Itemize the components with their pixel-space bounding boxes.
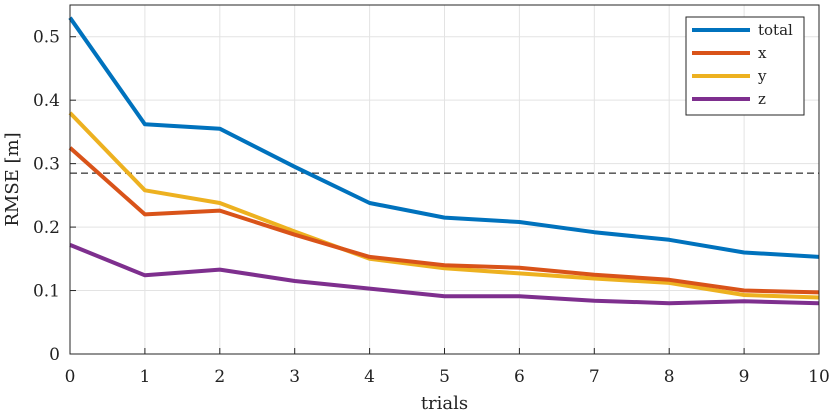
- legend: total xyz: [685, 16, 805, 116]
- series-line-y: [68, 111, 820, 300]
- x-tick-label: 7: [589, 367, 600, 387]
- series-layer: [68, 16, 820, 306]
- x-tick-label: 1: [139, 367, 150, 387]
- series-line-total: [68, 16, 820, 259]
- y-tick-label: 0.4: [33, 91, 60, 111]
- x-axis-label: trials: [421, 393, 468, 412]
- y-tick-label: 0: [49, 345, 60, 365]
- x-tick-label: 5: [439, 367, 450, 387]
- series-line-x: [68, 146, 820, 295]
- legend-label-z: z: [758, 90, 766, 108]
- x-tick-label: 3: [289, 367, 300, 387]
- x-tick-label: 8: [664, 367, 675, 387]
- y-tick-label: 0.3: [33, 155, 60, 175]
- y-axis-label: RMSE [m]: [2, 132, 23, 226]
- series-line-z: [69, 243, 820, 306]
- y-tick-label: 0.1: [33, 282, 60, 302]
- x-tick-label: 9: [739, 367, 750, 387]
- y-tick-label: 0.2: [33, 218, 60, 238]
- x-tick-label: 4: [364, 367, 375, 387]
- x-tick-label: 6: [514, 367, 525, 387]
- x-tick-label: 0: [65, 367, 76, 387]
- x-tick-label: 2: [214, 367, 225, 387]
- x-tick-label: 10: [808, 367, 830, 387]
- legend-label-y: y: [757, 67, 767, 85]
- legend-label-total: total: [758, 21, 793, 39]
- legend-label-x: x: [758, 44, 767, 62]
- tick-layer: 0 1 2 3 4 5 6 7 8 9 10 0 0.1 0.2 0.3 0.4 0.5: [33, 28, 830, 387]
- y-tick-label: 0.5: [33, 28, 60, 48]
